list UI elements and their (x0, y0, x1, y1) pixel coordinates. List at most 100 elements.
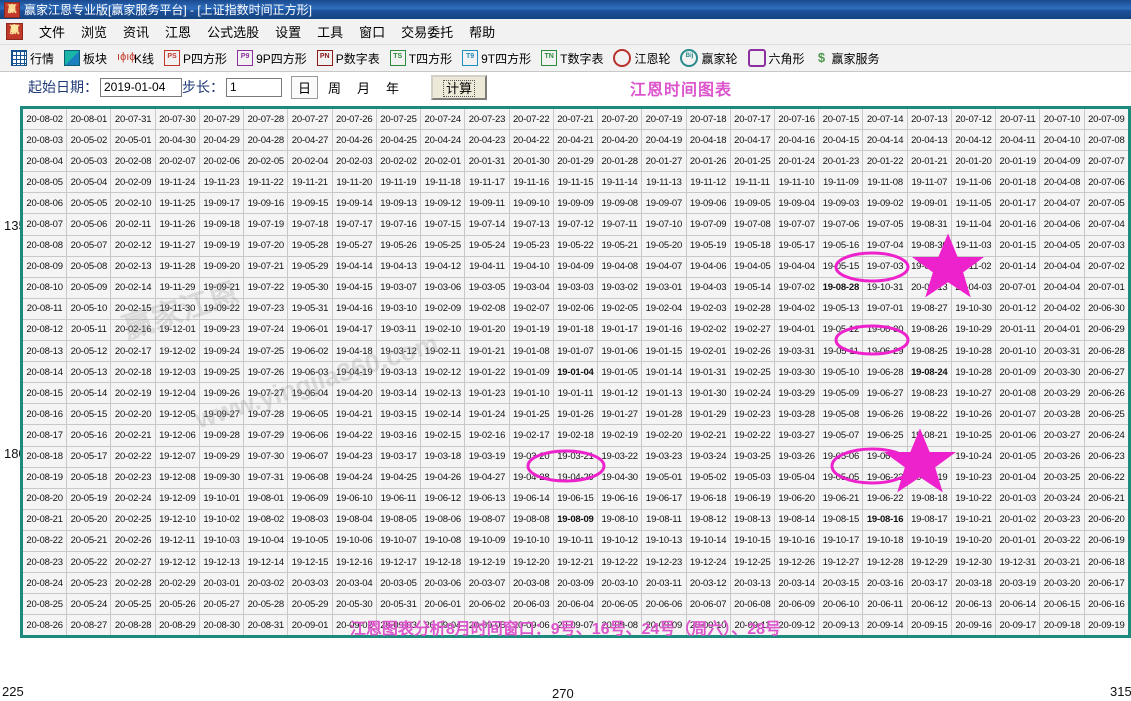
grid-cell[interactable]: 19-05-29 (287, 255, 333, 278)
grid-cell[interactable]: 20-09-09 (641, 614, 687, 638)
grid-cell[interactable]: 19-02-03 (685, 297, 731, 320)
grid-cell[interactable]: 19-10-06 (331, 529, 377, 552)
grid-cell[interactable]: 19-03-29 (773, 382, 820, 405)
grid-cell[interactable]: 20-04-03 (950, 276, 997, 299)
grid-cell[interactable]: 20-03-01 (198, 572, 245, 595)
grid-cell[interactable]: 19-09-26 (198, 382, 245, 405)
grid-cell[interactable]: 20-03-09 (552, 572, 599, 595)
grid-cell[interactable]: 19-05-31 (287, 297, 333, 320)
grid-cell[interactable]: 19-06-23 (862, 466, 908, 489)
grid-cell[interactable]: 19-12-07 (154, 445, 200, 468)
grid-cell[interactable]: 19-10-18 (862, 529, 908, 552)
grid-cell[interactable]: 20-06-05 (597, 593, 643, 616)
grid-cell[interactable]: 20-06-23 (1083, 445, 1131, 468)
grid-cell[interactable]: 20-08-04 (20, 150, 68, 173)
grid-cell[interactable]: 19-09-13 (375, 192, 422, 215)
grid-cell[interactable]: 20-04-14 (862, 129, 908, 152)
grid-cell[interactable]: 19-01-30 (685, 382, 731, 405)
grid-cell[interactable]: 20-08-07 (20, 213, 68, 236)
grid-cell[interactable]: 20-09-11 (729, 614, 775, 638)
grid-cell[interactable]: 19-05-03 (729, 466, 775, 489)
grid-cell[interactable]: 19-08-02 (243, 508, 289, 531)
grid-cell[interactable]: 19-01-16 (641, 318, 687, 342)
grid-cell[interactable]: 20-03-24 (1039, 487, 1085, 510)
grid-cell[interactable]: 19-12-31 (995, 550, 1041, 574)
grid-cell[interactable]: 20-09-15 (906, 614, 952, 638)
grid-cell[interactable]: 19-06-28 (862, 361, 908, 384)
grid-cell[interactable]: 20-04-07 (1039, 192, 1085, 215)
grid-cell[interactable]: 20-03-21 (1039, 550, 1085, 574)
grid-cell[interactable]: 20-05-01 (110, 129, 156, 152)
grid-cell[interactable]: 19-02-20 (641, 424, 687, 447)
grid-cell[interactable]: 20-03-28 (1039, 403, 1085, 426)
grid-cell[interactable]: 19-09-01 (906, 192, 952, 215)
grid-cell[interactable]: 19-04-04 (773, 255, 820, 278)
grid-cell[interactable]: 19-01-26 (552, 403, 599, 426)
grid-cell[interactable]: 20-08-11 (20, 297, 68, 320)
grid-cell[interactable]: 20-07-07 (1083, 150, 1131, 173)
grid-cell[interactable]: 19-05-28 (287, 234, 333, 257)
grid-cell[interactable]: 20-06-01 (420, 593, 466, 616)
grid-cell[interactable]: 19-10-16 (773, 529, 820, 552)
grid-cell[interactable]: 19-06-26 (862, 403, 908, 426)
grid-cell[interactable]: 20-09-13 (818, 614, 864, 638)
grid-cell[interactable]: 19-02-19 (597, 424, 643, 447)
grid-cell[interactable]: 20-03-17 (906, 572, 952, 595)
grid-cell[interactable]: 20-03-10 (597, 572, 643, 595)
grid-cell[interactable]: 20-07-27 (287, 106, 333, 131)
grid-cell[interactable]: 19-10-09 (464, 529, 510, 552)
menu-item-settings[interactable]: 设置 (275, 25, 302, 40)
grid-cell[interactable]: 19-05-06 (818, 445, 864, 468)
grid-cell[interactable]: 20-02-27 (110, 550, 156, 574)
grid-cell[interactable]: 19-03-07 (375, 276, 422, 299)
grid-cell[interactable]: 20-06-30 (1083, 297, 1131, 320)
grid-cell[interactable]: 19-07-09 (685, 213, 731, 236)
menu-item-gann[interactable]: 江恩 (165, 25, 192, 40)
grid-cell[interactable]: 19-03-25 (729, 445, 775, 468)
grid-cell[interactable]: 19-04-16 (331, 297, 377, 320)
grid-cell[interactable]: 20-08-13 (20, 340, 68, 363)
grid-cell[interactable]: 19-04-30 (597, 466, 643, 489)
grid-cell[interactable]: 19-10-26 (950, 403, 997, 426)
grid-cell[interactable]: 20-01-16 (995, 213, 1041, 236)
calculate-button[interactable]: 计算 (431, 74, 488, 100)
grid-cell[interactable]: 20-01-06 (995, 424, 1041, 447)
toolbar-button-p-number-table[interactable]: PN P数字表 (312, 49, 385, 68)
grid-cell[interactable]: 19-03-04 (508, 276, 554, 299)
grid-cell[interactable]: 19-04-05 (729, 255, 775, 278)
grid-cell[interactable]: 20-04-22 (508, 129, 554, 152)
grid-cell[interactable]: 20-06-20 (1083, 508, 1131, 531)
grid-cell[interactable]: 19-08-23 (906, 382, 952, 405)
grid-cell[interactable]: 20-08-10 (20, 276, 68, 299)
grid-cell[interactable]: 19-10-12 (597, 529, 643, 552)
grid-cell[interactable]: 20-02-12 (110, 234, 156, 257)
menu-item-window[interactable]: 窗口 (359, 25, 386, 40)
grid-cell[interactable]: 19-10-03 (198, 529, 245, 552)
grid-cell[interactable]: 20-02-01 (420, 150, 466, 173)
grid-cell[interactable]: 20-01-31 (464, 150, 510, 173)
grid-cell[interactable]: 19-11-30 (154, 297, 200, 320)
grid-cell[interactable]: 19-10-21 (950, 508, 997, 531)
grid-cell[interactable]: 19-01-06 (597, 340, 643, 363)
grid-cell[interactable]: 19-02-17 (508, 424, 554, 447)
grid-cell[interactable]: 20-01-25 (729, 150, 775, 173)
grid-cell[interactable]: 20-06-29 (1083, 318, 1131, 342)
grid-cell[interactable]: 19-09-16 (243, 192, 289, 215)
grid-cell[interactable]: 19-10-28 (950, 361, 997, 384)
grid-cell[interactable]: 20-08-23 (20, 550, 68, 574)
grid-cell[interactable]: 20-05-30 (331, 593, 377, 616)
grid-cell[interactable]: 20-04-25 (375, 129, 422, 152)
grid-cell[interactable]: 20-06-21 (1083, 487, 1131, 510)
grid-cell[interactable]: 19-09-10 (508, 192, 554, 215)
grid-cell[interactable]: 19-03-10 (375, 297, 422, 320)
grid-cell[interactable]: 20-05-03 (66, 150, 112, 173)
grid-cell[interactable]: 19-07-11 (597, 213, 643, 236)
grid-cell[interactable]: 19-03-05 (464, 276, 510, 299)
grid-cell[interactable]: 19-01-28 (641, 403, 687, 426)
grid-cell[interactable]: 20-03-12 (685, 572, 731, 595)
grid-cell[interactable]: 19-07-04 (862, 234, 908, 257)
grid-cell[interactable]: 19-07-03 (862, 255, 908, 278)
grid-cell[interactable]: 19-04-02 (773, 297, 820, 320)
grid-cell[interactable]: 19-10-14 (685, 529, 731, 552)
toolbar-button-t-square[interactable]: TS T四方形 (385, 49, 457, 68)
